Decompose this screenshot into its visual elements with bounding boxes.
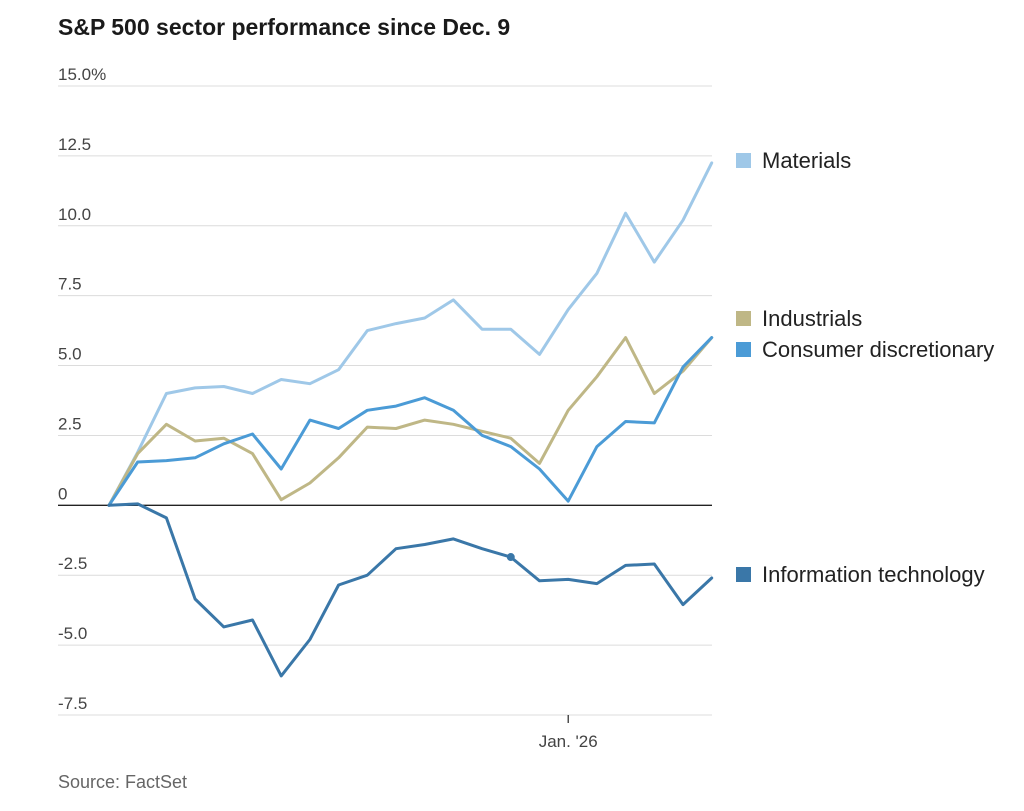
- y-tick-label: 5.0: [58, 345, 82, 364]
- chart-title: S&P 500 sector performance since Dec. 9: [58, 14, 511, 40]
- source-note: Source: FactSet: [58, 772, 188, 792]
- legend: Materials Industrials Consumer discretiona…: [736, 148, 994, 587]
- legend-label: Consumer discretionary: [762, 337, 994, 362]
- y-tick-label: -7.5: [58, 694, 87, 713]
- series-line-industrials: [107, 336, 714, 507]
- legend-swatch: [736, 567, 751, 582]
- y-axis-tick-labels: 15.0% 12.5 10.0 7.5 5.0 2.5 0 -2.5 -5.0 -7.5: [58, 65, 106, 713]
- series-line-information-technology: [107, 502, 714, 678]
- y-tick-label: 10.0: [58, 205, 91, 224]
- legend-label: Materials: [762, 148, 851, 173]
- gridlines: [58, 85, 712, 716]
- legend-label: Industrials: [762, 306, 862, 331]
- y-tick-label: -5.0: [58, 624, 87, 643]
- legend-swatch: [736, 342, 751, 357]
- y-tick-label: 0: [58, 484, 67, 503]
- y-tick-label: -2.5: [58, 554, 87, 573]
- legend-label: Information technology: [762, 562, 985, 587]
- series-line-materials: [107, 161, 714, 507]
- y-tick-label: 7.5: [58, 275, 82, 294]
- data-point-marker: [506, 553, 515, 562]
- x-axis: Jan. '26: [539, 715, 598, 751]
- series-lines: [107, 161, 714, 678]
- y-tick-label: 12.5: [58, 135, 91, 154]
- legend-swatch: [736, 153, 751, 168]
- x-tick-label: Jan. '26: [539, 732, 598, 751]
- y-tick-label: 2.5: [58, 414, 82, 433]
- legend-swatch: [736, 311, 751, 326]
- series-line-consumer-discretionary: [107, 336, 714, 507]
- y-tick-label: 15.0%: [58, 65, 106, 84]
